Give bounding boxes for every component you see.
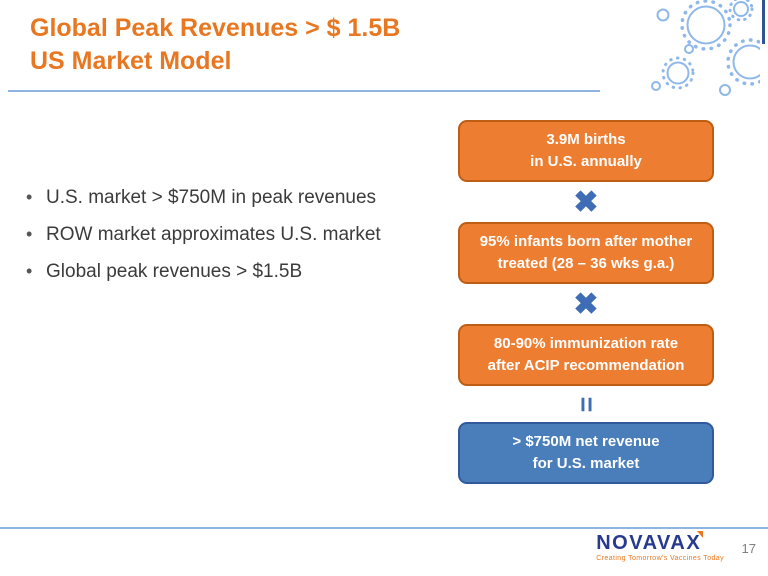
bullet-text: ROW market approximates U.S. market [46,223,381,245]
virus-graphic [651,0,760,96]
virus-particle [726,38,760,86]
bullet-dot [26,186,46,209]
multiply-operator-row: ✖ [458,284,714,324]
multiply-operator-row: ✖ [458,182,714,222]
multiply-icon: ✖ [573,287,599,321]
equals-operator-row: = [458,386,714,422]
virus-dot [719,84,731,96]
bullet-dot [26,223,46,246]
flow-box-line: for U.S. market [532,455,640,472]
flow-box-births: 3.9M births in U.S. annually [458,120,714,182]
title-line-1: Global Peak Revenues > $ 1.5B [30,14,401,42]
footer-divider [0,527,768,529]
multiply-icon: ✖ [573,185,599,219]
title-divider [8,90,600,92]
bullet-item: ROW market approximates U.S. market [26,223,456,247]
novavax-wordmark: NOVAVAX [596,532,702,554]
top-right-edge-line [762,0,765,44]
virus-particle [680,0,732,51]
equals-icon: = [571,396,602,412]
logo-accent-icon [697,531,704,538]
flow-box-net-revenue: > $750M net revenue for U.S. market [458,422,714,484]
virus-dot [684,44,694,54]
flow-box-line: > $750M net revenue [512,433,660,451]
page-number: 17 [741,541,756,556]
bullet-item: Global peak revenues > $1.5B [26,260,456,284]
novavax-tagline: Creating Tomorrow's Vaccines Today [596,555,724,562]
bullet-text: Global peak revenues > $1.5B [46,260,303,282]
bullet-text: U.S. market > $750M in peak revenues [46,187,377,208]
slide-title: Global Peak Revenues > $ 1.5B US Market … [30,12,400,77]
flow-diagram: 3.9M births in U.S. annually ✖ 95% infan… [458,120,714,484]
flow-box-immunization: 80-90% immunization rate after ACIP reco… [458,324,714,386]
flow-box-line: 95% infants born after mother [479,233,693,251]
virus-dot [651,81,661,91]
novavax-logo: NOVAVAX Creating Tomorrow's Vaccines Tod… [596,531,724,562]
bullet-item: U.S. market > $750M in peak revenues [26,186,456,210]
virus-particle [661,56,695,90]
flow-box-infants: 95% infants born after mother treated (2… [458,222,714,284]
virus-particle [728,0,754,22]
flow-box-line: 80-90% immunization rate [493,335,679,353]
flow-box-line: 3.9M births [546,131,626,149]
flow-box-line: treated (28 – 36 wks g.a.) [497,255,675,272]
flow-box-line: after ACIP recommendation [487,357,685,374]
title-line-2: US Market Model [30,46,232,75]
novavax-logo-text: NOVAVAX [596,531,704,554]
bullet-dot [26,260,46,283]
bullet-list: U.S. market > $750M in peak revenues ROW… [26,186,456,296]
flow-box-line: in U.S. annually [530,153,642,170]
virus-dot [656,8,670,22]
